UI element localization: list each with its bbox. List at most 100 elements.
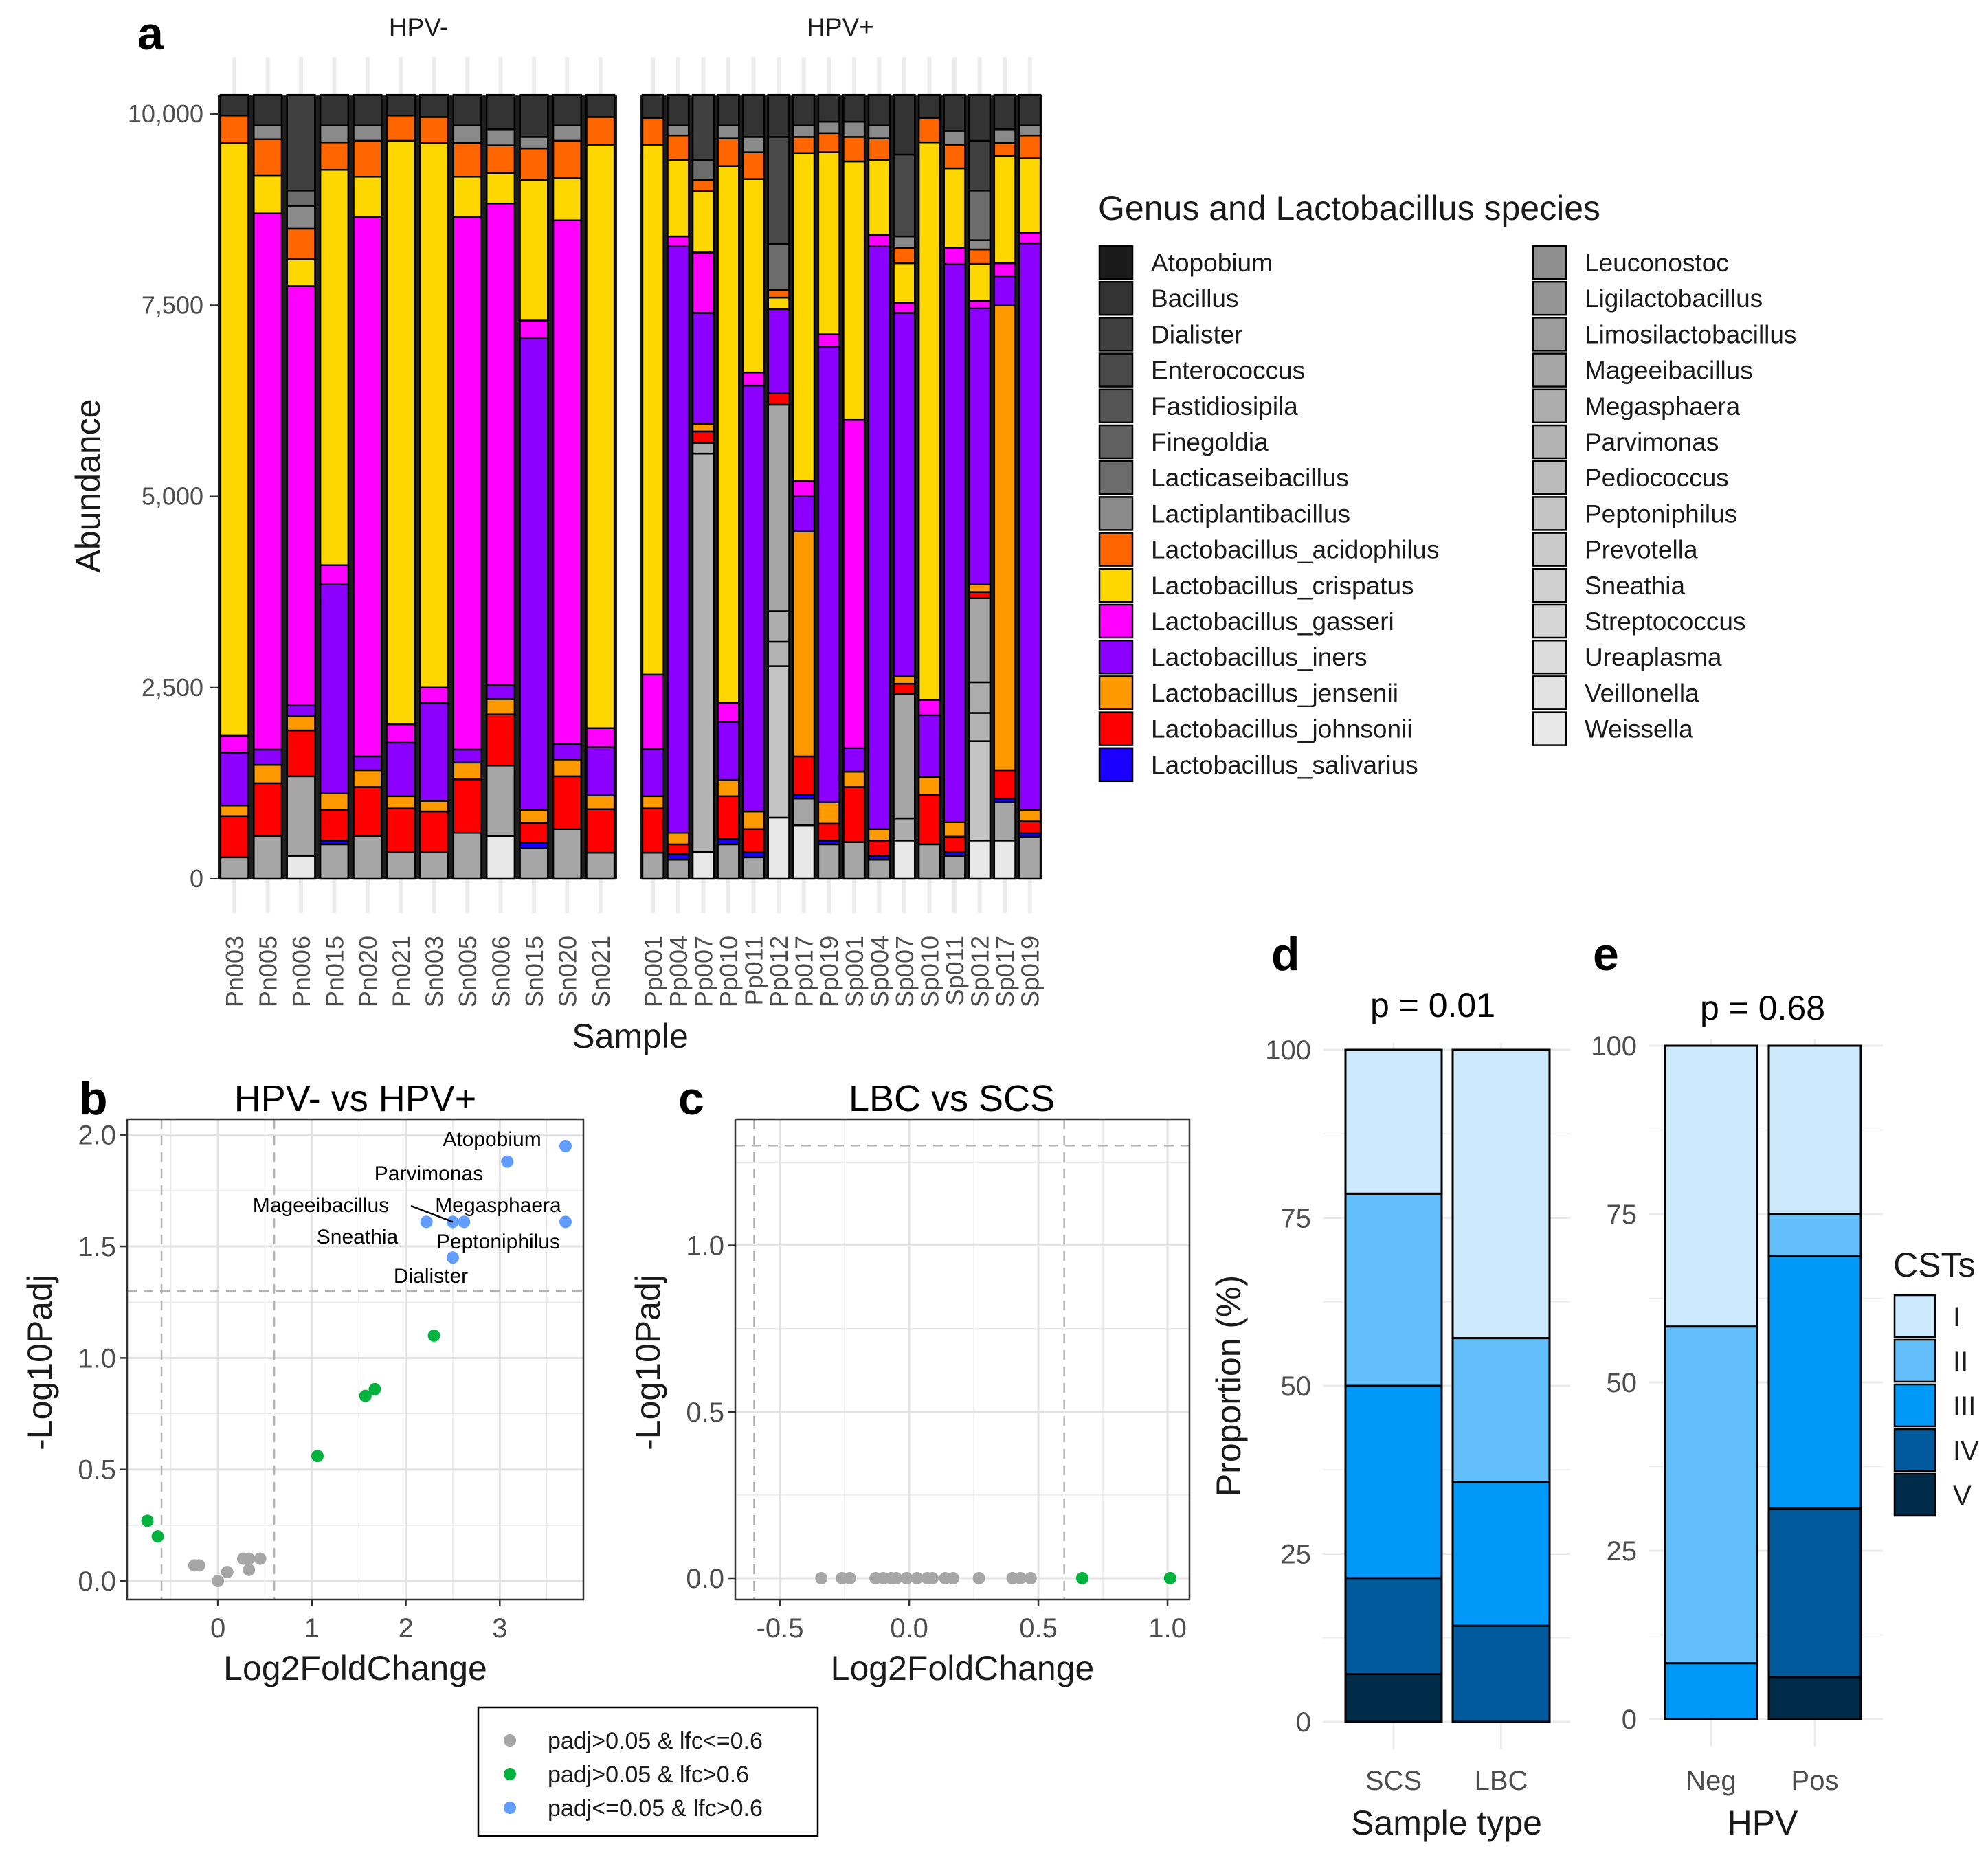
bar-segment [691, 423, 715, 433]
bar-segment [667, 858, 690, 880]
legend-label: Fastidiosipila [1151, 392, 1298, 420]
sample-label: Pp004 [664, 936, 693, 1007]
sample-label: Sn021 [587, 936, 615, 1007]
x-tick-label: 1 [304, 1613, 320, 1644]
legend-label: II [1953, 1347, 1968, 1377]
legend-item: Peptoniphilus [1532, 496, 1737, 531]
point-label: Atopobium [443, 1128, 541, 1151]
bar-segment-cst-III [1451, 1481, 1551, 1627]
bar-segment [968, 307, 992, 585]
bar-segment [867, 234, 891, 247]
legend-swatch [1532, 711, 1567, 746]
bar-segment [552, 775, 582, 830]
y-axis-title: -Log10Padj [21, 1275, 59, 1450]
bar-segment [253, 782, 283, 837]
bar-segment-cst-I [1767, 1044, 1862, 1215]
data-point [1163, 1571, 1176, 1584]
legend-item: Veillonella [1532, 675, 1699, 710]
bar-segment [286, 258, 316, 287]
point-label: Peptoniphilus [436, 1231, 560, 1253]
bar-segment [968, 712, 992, 742]
sample-label: Pp017 [790, 936, 818, 1007]
legend-item: Ligilactobacillus [1532, 280, 1763, 316]
sample-label: Pn003 [221, 936, 249, 1007]
bar-segment [717, 721, 740, 781]
bar-segment [667, 831, 690, 846]
bar-segment [717, 93, 740, 126]
legend-item: Parvimonas [1532, 424, 1719, 460]
bar-segment [943, 144, 966, 170]
bar-segment [253, 748, 283, 766]
bar-segment [1018, 242, 1042, 811]
bar-segment [893, 682, 916, 695]
legend-label: V [1953, 1481, 1972, 1511]
legend-swatch [1098, 496, 1134, 531]
bar-segment [817, 132, 840, 153]
bar-segment [253, 763, 283, 785]
bar-segment [943, 93, 966, 132]
bar-Sn021 [585, 93, 616, 880]
legend-label: Prevotella [1585, 536, 1698, 564]
bar-Pn021 [386, 93, 416, 880]
y-tick-label: 0.0 [78, 1567, 116, 1597]
legend-dot [504, 1802, 516, 1814]
bar-segment [741, 151, 766, 180]
bar-segment [1018, 809, 1042, 822]
bar-segment [792, 797, 816, 827]
x-tick-label: 2 [398, 1613, 413, 1644]
data-point [501, 1155, 514, 1168]
legend-swatch [1532, 603, 1567, 639]
legend-item: Leuconostoc [1532, 245, 1729, 280]
bar-segment [767, 243, 790, 291]
bar-segment [585, 808, 616, 854]
y-tick-label: 0 [1296, 1707, 1311, 1738]
bar-segment [867, 840, 891, 857]
bar-segment [943, 262, 966, 823]
plot-border [126, 1118, 585, 1601]
bar-segment [993, 304, 1016, 772]
bar-segment [552, 124, 582, 142]
bar-segment [519, 337, 549, 811]
bar-segment [817, 346, 840, 803]
point-label: Megasphaera [435, 1194, 561, 1217]
bar-segment [767, 392, 790, 406]
sample-label: Sp004 [865, 936, 893, 1007]
y-tick-label: 25 [1281, 1540, 1312, 1570]
bar-segment [767, 640, 790, 667]
legend-label: Enterococcus [1151, 357, 1305, 385]
bar-segment [842, 841, 866, 880]
legend-label: Pediococcus [1585, 464, 1729, 492]
genus-legend: Genus and Lactobacillus species Atopobium… [1098, 189, 1796, 783]
bar-segment [641, 851, 664, 880]
legend-swatch [1098, 747, 1134, 783]
bar-segment [717, 779, 740, 798]
bar-segment [893, 262, 916, 304]
bar-segment [867, 245, 891, 830]
legend-swatch [1532, 280, 1567, 316]
legend-item: padj>0.05 & lfc<=0.6 [504, 1728, 763, 1754]
bar-segment [319, 93, 350, 126]
bar-segment [353, 139, 383, 178]
bar-segment [485, 684, 516, 700]
bar-segment [867, 858, 891, 880]
sample-label: Pp010 [715, 936, 743, 1007]
data-point [843, 1571, 856, 1584]
bar-segment [641, 117, 664, 146]
bar-segment [286, 227, 316, 260]
legend-label: Megasphaera [1585, 392, 1741, 420]
legend-swatch [1893, 1472, 1936, 1517]
bar-segment [893, 235, 916, 249]
bar-segment [585, 93, 616, 118]
legend-item: Lactobacillus_jensenii [1098, 675, 1398, 710]
legend-item: Finegoldia [1098, 424, 1269, 460]
bar-segment [353, 216, 383, 758]
bar-segment-cst-IV [1344, 1577, 1443, 1676]
bar-segment [386, 851, 416, 880]
legend-swatch [1098, 603, 1134, 639]
bar-segment [641, 673, 664, 750]
bar-segment [917, 699, 941, 717]
bar-segment [993, 840, 1016, 880]
panel-d-cst-sample-type-chart: d p = 0.01 0 25 50 75 100 SCS LBC Sample type Prop… [1209, 928, 1570, 1842]
data-point [359, 1389, 372, 1402]
legend-item: padj<=0.05 & lfc>0.6 [504, 1795, 763, 1821]
